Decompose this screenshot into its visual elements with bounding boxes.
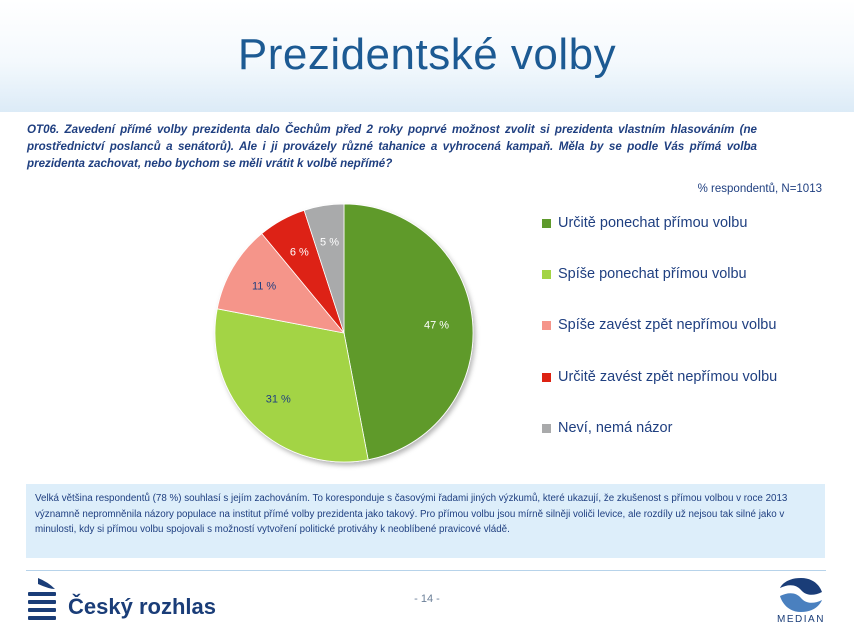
pie-data-label-3: 11 % — [252, 281, 276, 293]
question-text: OT06. Zavedení přímé volby prezidenta da… — [27, 123, 757, 170]
pie-slice-2 — [214, 308, 369, 463]
cesky-rozhlas-logo-icon — [28, 578, 56, 620]
legend-label: Neví, nemá názor — [558, 420, 673, 436]
legend-label: Určitě zavést zpět nepřímou volbu — [558, 369, 778, 385]
legend-swatch — [542, 321, 551, 330]
pie-slice-5 — [303, 203, 345, 334]
legend-swatch — [542, 373, 551, 382]
legend-label: Určitě ponechat přímou volbu — [558, 215, 748, 231]
median-logo: MEDIAN — [770, 574, 832, 630]
pie-data-label-1: 47 % — [424, 319, 449, 331]
footer-divider — [26, 570, 826, 571]
legend-swatch — [542, 219, 551, 228]
legend-swatch — [542, 424, 551, 433]
legend-label: Spíše zavést zpět nepřímou volbu — [558, 317, 777, 333]
summary-box: Velká většina respondentů (78 %) souhlas… — [26, 484, 825, 558]
legend-label: Spíše ponechat přímou volbu — [558, 266, 747, 282]
pie-data-label-4: 6 % — [290, 247, 309, 259]
pie-slice-1 — [343, 203, 474, 461]
respondents-note: % respondentů, N=1013 — [697, 183, 822, 195]
median-logo-text: MEDIAN — [777, 614, 825, 625]
pie-slice-3 — [216, 233, 346, 334]
header-band — [0, 0, 854, 112]
pie-data-label-2: 31 % — [266, 394, 291, 406]
cesky-rozhlas-logo-text: Český rozhlas — [68, 594, 216, 619]
pie-data-labels: 47 % 31 % 11 % 6 % 5 % — [252, 236, 449, 405]
cesky-rozhlas-logo: Český rozhlas — [24, 576, 244, 622]
median-logo-icon — [780, 578, 822, 612]
page-title: Prezidentské volby — [237, 30, 617, 79]
legend-swatch — [542, 270, 551, 279]
pie-data-label-5: 5 % — [320, 236, 339, 248]
pie-slices — [214, 203, 474, 463]
pie-chart: 47 % 31 % 11 % 6 % 5 % — [214, 203, 474, 463]
page-number: - 14 - — [414, 593, 440, 605]
